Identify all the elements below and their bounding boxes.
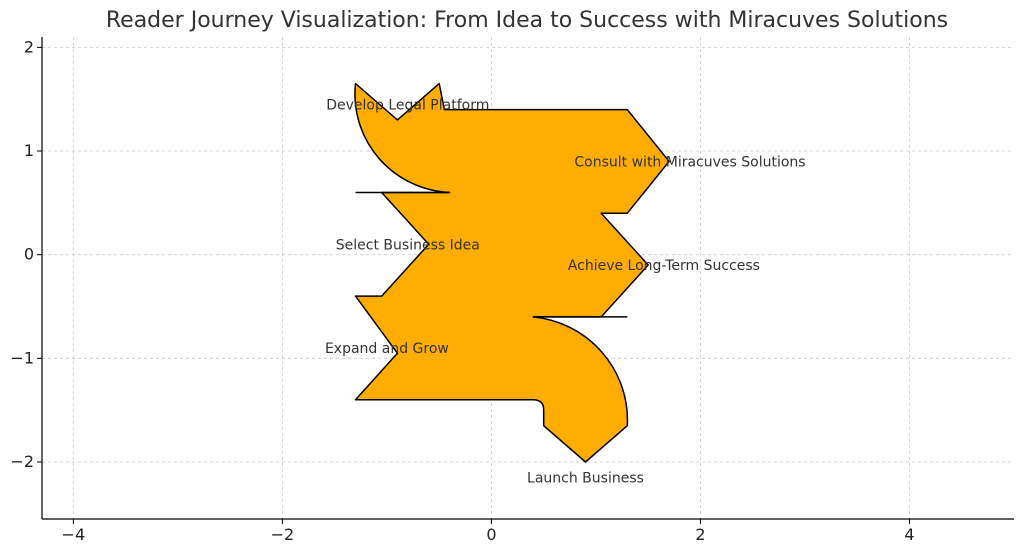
x-tick-label: −4: [62, 525, 86, 544]
chart-title: Reader Journey Visualization: From Idea …: [106, 8, 948, 33]
grid: [42, 37, 1014, 519]
step-label: Select Business Idea: [336, 237, 480, 253]
flow-diagram: [354, 82, 670, 463]
step-label: Expand and Grow: [325, 341, 449, 357]
y-tick-label: −2: [10, 452, 34, 471]
flow-shape: [354, 82, 670, 463]
x-tick-label: −2: [271, 525, 295, 544]
axes: −4 −2 0 2 4 −2 −1 0 1 2: [10, 37, 1014, 544]
x-tick-label: 4: [904, 525, 914, 544]
step-labels: Select Business Idea Develop Legal Platfo…: [325, 97, 806, 486]
y-tick-label: −1: [10, 348, 34, 367]
step-label: Launch Business: [527, 471, 644, 487]
x-tick-label: 2: [695, 525, 705, 544]
y-tick-label: 2: [24, 37, 34, 56]
x-tick-label: 0: [486, 525, 496, 544]
step-label: Develop Legal Platform: [326, 97, 489, 113]
step-label: Achieve Long-Term Success: [568, 258, 760, 274]
y-tick-label: 0: [24, 245, 34, 264]
y-tick-label: 1: [24, 141, 34, 160]
step-label: Consult with Miracuves Solutions: [574, 154, 805, 170]
